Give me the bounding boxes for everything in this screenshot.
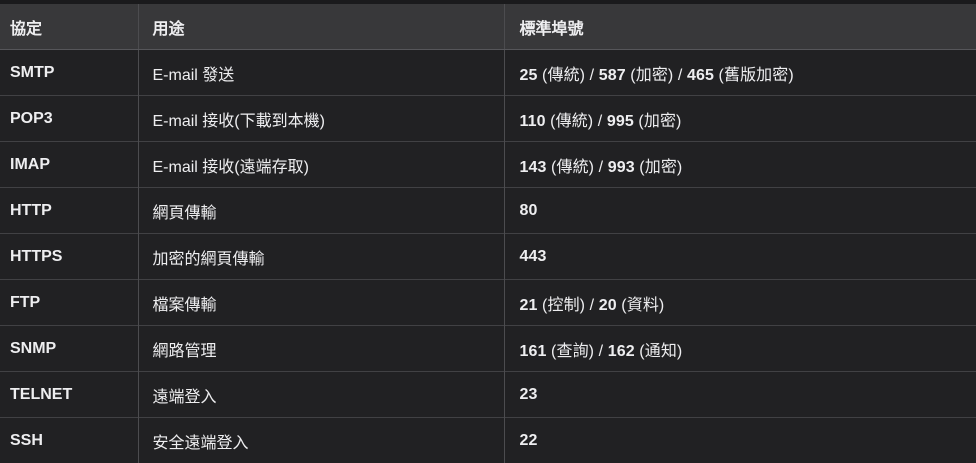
- ports-cell: 161 (查詢) / 162 (通知): [504, 326, 976, 372]
- protocol-cell: FTP: [0, 280, 138, 326]
- table-row: TELNET 遠端登入 23: [0, 372, 976, 418]
- port-note: (傳統) /: [546, 113, 607, 130]
- port-note: (加密) /: [626, 67, 687, 84]
- usage-cell: E-mail 接收(遠端存取): [138, 142, 504, 188]
- port-note: (傳統) /: [538, 67, 599, 84]
- port-number: 161: [520, 343, 547, 360]
- port-number: 995: [607, 113, 634, 130]
- protocol-cell: HTTPS: [0, 234, 138, 280]
- protocol-cell: IMAP: [0, 142, 138, 188]
- port-note: (控制) /: [538, 297, 599, 314]
- usage-cell: 加密的網頁傳輸: [138, 234, 504, 280]
- port-number: 20: [599, 297, 617, 314]
- usage-cell: E-mail 接收(下載到本機): [138, 96, 504, 142]
- port-note: (傳統) /: [547, 159, 608, 176]
- ports-cell: 22: [504, 418, 976, 463]
- port-number: 162: [608, 343, 635, 360]
- port-number: 21: [520, 297, 538, 314]
- protocol-cell: SNMP: [0, 326, 138, 372]
- ports-cell: 443: [504, 234, 976, 280]
- table-row: POP3 E-mail 接收(下載到本機) 110 (傳統) / 995 (加密…: [0, 96, 976, 142]
- table-row: SMTP E-mail 發送 25 (傳統) / 587 (加密) / 465 …: [0, 50, 976, 96]
- port-number: 443: [520, 248, 547, 265]
- protocol-cell: SMTP: [0, 50, 138, 96]
- column-header-usage: 用途: [138, 4, 504, 50]
- header-row: 協定 用途 標準埠號: [0, 4, 976, 50]
- port-number: 143: [520, 159, 547, 176]
- port-number: 587: [599, 67, 626, 84]
- port-note: (舊版加密): [714, 67, 794, 84]
- usage-cell: 遠端登入: [138, 372, 504, 418]
- column-header-protocol: 協定: [0, 4, 138, 50]
- table-row: HTTP 網頁傳輸 80: [0, 188, 976, 234]
- port-note: (查詢) /: [547, 343, 608, 360]
- usage-cell: E-mail 發送: [138, 50, 504, 96]
- protocol-cell: TELNET: [0, 372, 138, 418]
- ports-cell: 23: [504, 372, 976, 418]
- ports-cell: 143 (傳統) / 993 (加密): [504, 142, 976, 188]
- protocol-port-table: 協定 用途 標準埠號 SMTP E-mail 發送 25 (傳統) / 587 …: [0, 4, 976, 463]
- ports-cell: 110 (傳統) / 995 (加密): [504, 96, 976, 142]
- port-number: 25: [520, 67, 538, 84]
- table-row: SSH 安全遠端登入 22: [0, 418, 976, 463]
- ports-cell: 80: [504, 188, 976, 234]
- table-body: SMTP E-mail 發送 25 (傳統) / 587 (加密) / 465 …: [0, 50, 976, 463]
- port-note: (加密): [634, 113, 682, 130]
- usage-cell: 網頁傳輸: [138, 188, 504, 234]
- port-number: 23: [520, 386, 538, 403]
- port-number: 110: [520, 113, 546, 130]
- port-note: (通知): [635, 343, 683, 360]
- table-row: SNMP 網路管理 161 (查詢) / 162 (通知): [0, 326, 976, 372]
- port-note: (資料): [617, 297, 665, 314]
- port-number: 22: [520, 432, 538, 449]
- usage-cell: 網路管理: [138, 326, 504, 372]
- usage-cell: 安全遠端登入: [138, 418, 504, 463]
- protocol-cell: SSH: [0, 418, 138, 463]
- column-header-ports: 標準埠號: [504, 4, 976, 50]
- table-row: FTP 檔案傳輸 21 (控制) / 20 (資料): [0, 280, 976, 326]
- table-header: 協定 用途 標準埠號: [0, 4, 976, 50]
- table-row: HTTPS 加密的網頁傳輸 443: [0, 234, 976, 280]
- port-number: 993: [608, 159, 635, 176]
- port-number: 465: [687, 67, 714, 84]
- table-row: IMAP E-mail 接收(遠端存取) 143 (傳統) / 993 (加密): [0, 142, 976, 188]
- usage-cell: 檔案傳輸: [138, 280, 504, 326]
- protocol-cell: POP3: [0, 96, 138, 142]
- port-note: (加密): [635, 159, 683, 176]
- ports-cell: 21 (控制) / 20 (資料): [504, 280, 976, 326]
- port-number: 80: [520, 202, 538, 219]
- protocol-cell: HTTP: [0, 188, 138, 234]
- ports-cell: 25 (傳統) / 587 (加密) / 465 (舊版加密): [504, 50, 976, 96]
